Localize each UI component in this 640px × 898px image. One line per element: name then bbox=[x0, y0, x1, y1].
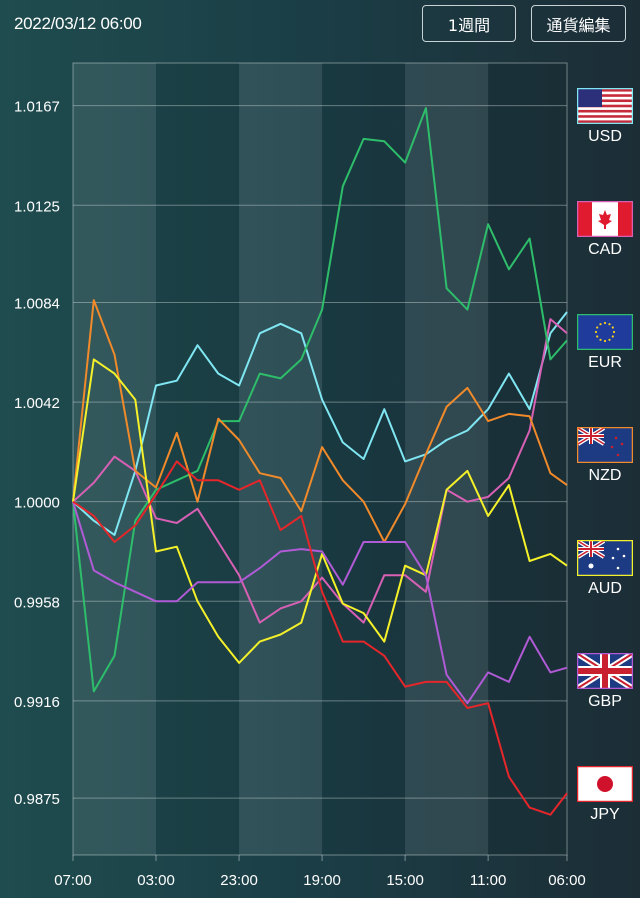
legend-label: EUR bbox=[588, 354, 622, 371]
x-tick-label: 11:00 bbox=[470, 872, 506, 889]
eu-flag-icon bbox=[577, 314, 633, 350]
time-band bbox=[73, 63, 157, 855]
x-tick-label: 06:00 bbox=[548, 872, 586, 889]
y-tick-label: 0.9916 bbox=[14, 694, 60, 711]
y-tick-label: 1.0042 bbox=[14, 395, 60, 412]
y-tick-label: 1.0084 bbox=[14, 295, 60, 312]
edit-currencies-button[interactable]: 通貨編集 bbox=[531, 5, 626, 42]
y-tick-label: 0.9875 bbox=[14, 791, 60, 808]
series-line-usd bbox=[72, 311, 568, 536]
series-line-gbp bbox=[72, 501, 568, 705]
time-band bbox=[488, 63, 567, 855]
series-line-jpy bbox=[72, 460, 568, 816]
y-tick-label: 1.0000 bbox=[14, 495, 60, 512]
legend-item-usd[interactable]: USD bbox=[576, 88, 634, 146]
plot-border bbox=[72, 62, 568, 856]
x-tick-label: 03:00 bbox=[137, 872, 175, 889]
y-tick-label: 0.9958 bbox=[14, 594, 60, 611]
x-tick-label: 07:00 bbox=[54, 872, 92, 889]
legend-label: CAD bbox=[588, 241, 622, 258]
period-button[interactable]: 1週間 bbox=[422, 5, 516, 42]
canada-flag-icon bbox=[577, 201, 633, 237]
us-flag-icon bbox=[577, 88, 633, 124]
time-band bbox=[239, 63, 323, 855]
series-line-nzd bbox=[72, 299, 568, 543]
legend-item-gbp[interactable]: GBP bbox=[576, 653, 634, 711]
australia-flag-icon bbox=[577, 540, 633, 576]
legend-item-eur[interactable]: EUR bbox=[576, 314, 634, 372]
y-tick-label: 1.0167 bbox=[14, 99, 60, 116]
x-tick-label: 15:00 bbox=[386, 872, 424, 889]
series-line-aud bbox=[72, 358, 568, 664]
legend-label: JPY bbox=[590, 806, 620, 823]
series-line-cad bbox=[72, 318, 568, 624]
japan-flag-icon bbox=[577, 766, 633, 802]
uk-flag-icon bbox=[577, 653, 633, 689]
legend-label: NZD bbox=[588, 467, 622, 484]
legend-item-aud[interactable]: AUD bbox=[576, 540, 634, 598]
y-tick-label: 1.0125 bbox=[14, 198, 60, 215]
x-tick-label: 19:00 bbox=[303, 872, 341, 889]
series-line-eur bbox=[72, 107, 568, 693]
time-band bbox=[156, 63, 240, 855]
x-tick-label: 23:00 bbox=[220, 872, 258, 889]
legend-label: USD bbox=[588, 128, 622, 145]
datetime-label: 2022/03/12 06:00 bbox=[14, 14, 142, 33]
legend-item-cad[interactable]: CAD bbox=[576, 201, 634, 259]
legend-label: GBP bbox=[588, 693, 622, 710]
legend-item-nzd[interactable]: NZD bbox=[576, 427, 634, 485]
new-zealand-flag-icon bbox=[577, 427, 633, 463]
legend-label: AUD bbox=[588, 580, 622, 597]
time-band bbox=[405, 63, 489, 855]
legend-item-jpy[interactable]: JPY bbox=[576, 766, 634, 824]
